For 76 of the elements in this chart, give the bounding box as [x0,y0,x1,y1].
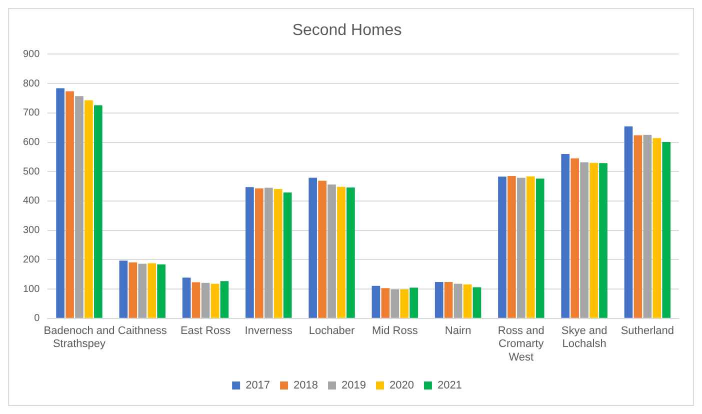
bar [561,154,570,318]
legend-label: 2021 [437,380,462,392]
x-tick-label: Mid Ross [372,325,418,338]
x-tick-label: Ross and Cromarty West [498,325,544,364]
bar [182,278,191,318]
bar [508,176,516,318]
bar [390,289,400,318]
y-tick-label: 900 [22,48,40,60]
bar [410,288,418,318]
bar [662,142,671,318]
bar [400,289,409,318]
y-tick-label: 400 [22,196,40,207]
bar [434,282,444,318]
bar [337,186,346,318]
legend-label: 2018 [294,380,318,392]
bar [381,288,390,318]
bar [328,184,336,318]
bar [590,162,598,318]
bar [264,188,273,318]
legend-label: 2020 [389,380,414,392]
bar [444,282,453,318]
y-tick-label: 300 [22,225,40,236]
bar [599,163,608,318]
legend-label: 2017 [246,380,270,392]
bar [308,178,318,318]
y-tick-label: 200 [22,254,40,266]
x-tick-label: Caithness [118,325,168,338]
bar [138,264,147,318]
bar [463,284,472,318]
legend-label: 2019 [342,380,366,392]
bar [192,282,200,318]
x-tick-label: Inverness [244,325,293,338]
bar [255,188,264,318]
y-tick-label: 800 [22,78,40,90]
bar [148,263,156,318]
bar [346,187,355,318]
bar [472,287,482,318]
x-tick-label: Skye and Lochalsh [561,325,608,350]
bar [498,176,506,318]
bar [210,284,220,318]
bar [652,138,662,318]
bar [128,262,138,318]
bar [536,178,544,318]
chart-title: Second Homes [292,22,402,40]
x-tick-label: East Ross [180,325,232,338]
y-tick-label: 700 [22,108,40,119]
bar [624,126,633,318]
bar [66,91,74,318]
bar [56,88,64,318]
y-tick-label: 500 [22,166,40,178]
y-tick-label: 0 [34,313,40,324]
bar [283,192,292,318]
x-tick-label: Lochaber [308,325,356,338]
bar [274,188,282,318]
bar [220,281,229,318]
y-tick-label: 100 [22,284,40,295]
bar [201,282,210,318]
bar [119,260,128,318]
bar [372,286,380,318]
x-tick-label: Nairn [444,325,472,338]
bar [75,96,84,318]
bar [94,105,102,318]
bar [643,134,652,318]
bar [570,158,579,318]
bar [634,135,642,318]
x-tick-label: Badenoch and Strathspey [44,325,115,350]
x-tick-label: Sutherland [620,325,674,338]
bar [157,264,166,318]
bar [246,187,254,318]
bar [454,284,462,318]
bar [318,180,326,318]
bar [84,100,93,318]
bar [580,162,588,318]
bar [517,178,526,318]
bar [526,176,535,318]
y-tick-label: 600 [22,137,40,148]
